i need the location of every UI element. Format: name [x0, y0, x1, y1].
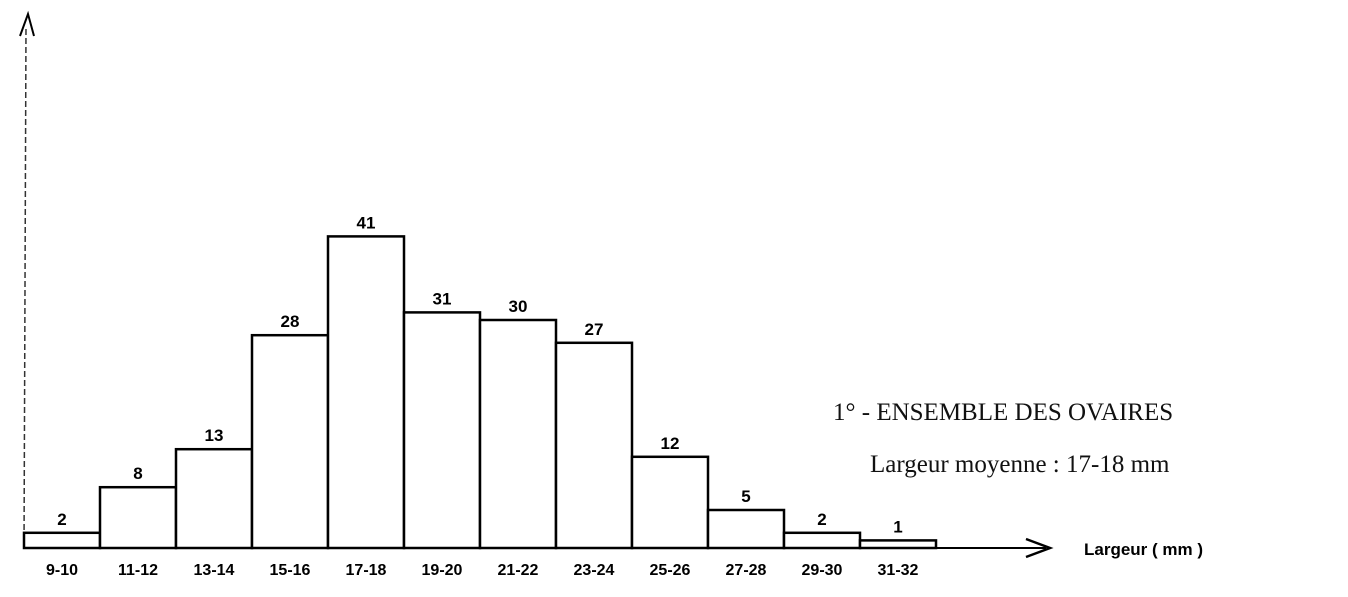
- value-label-11-12: 8: [133, 464, 142, 483]
- value-label-21-22: 30: [509, 297, 528, 316]
- bar-23-24: [554, 341, 634, 550]
- value-label-25-26: 12: [661, 434, 680, 453]
- tick-label-27-28: 27-28: [726, 562, 767, 579]
- value-label-9-10: 2: [57, 510, 66, 529]
- tick-label-17-18: 17-18: [346, 562, 387, 579]
- bar-11-12: [98, 485, 178, 550]
- x-axis-arrow: [1025, 537, 1054, 559]
- x-axis-label: Largeur ( mm ): [1084, 540, 1203, 559]
- bar-17-18: [326, 235, 406, 550]
- bar-13-14: [174, 447, 254, 550]
- bar-9-10: [22, 531, 102, 550]
- bar-15-16: [250, 333, 330, 550]
- tick-label-25-26: 25-26: [650, 562, 691, 579]
- value-label-19-20: 31: [433, 289, 452, 308]
- value-label-15-16: 28: [281, 312, 300, 331]
- bar-25-26: [630, 455, 710, 550]
- value-label-29-30: 2: [817, 510, 826, 529]
- tick-label-31-32: 31-32: [878, 562, 919, 579]
- bars-group: [22, 235, 938, 550]
- value-label-31-32: 1: [893, 517, 902, 536]
- value-label-27-28: 5: [741, 487, 750, 506]
- tick-label-11-12: 11-12: [118, 562, 158, 579]
- y-axis-arrow: [19, 10, 35, 37]
- tick-label-29-30: 29-30: [802, 562, 843, 579]
- tick-label-15-16: 15-16: [270, 562, 311, 579]
- annotation-title: 1° - ENSEMBLE DES OVAIRES: [833, 399, 1173, 426]
- tick-label-23-24: 23-24: [574, 562, 615, 579]
- tick-label-9-10: 9-10: [46, 562, 78, 579]
- bar-21-22: [478, 318, 558, 550]
- tick-label-21-22: 21-22: [498, 562, 539, 579]
- value-label-17-18: 41: [357, 213, 376, 232]
- tick-label-19-20: 19-20: [422, 562, 463, 579]
- bar-19-20: [402, 311, 482, 550]
- value-label-23-24: 27: [585, 320, 604, 339]
- tick-labels-group: 9-10 11-12 13-14 15-16 17-18 19-20 21-22 23-24 2…: [46, 562, 919, 579]
- tick-label-13-14: 13-14: [194, 562, 235, 579]
- bar-27-28: [706, 508, 786, 550]
- value-label-13-14: 13: [205, 426, 224, 445]
- annotation-subtitle: Largeur moyenne : 17-18 mm: [870, 451, 1170, 478]
- bar-31-32: [858, 539, 938, 550]
- bar-29-30: [782, 531, 862, 550]
- y-axis: [23, 25, 27, 549]
